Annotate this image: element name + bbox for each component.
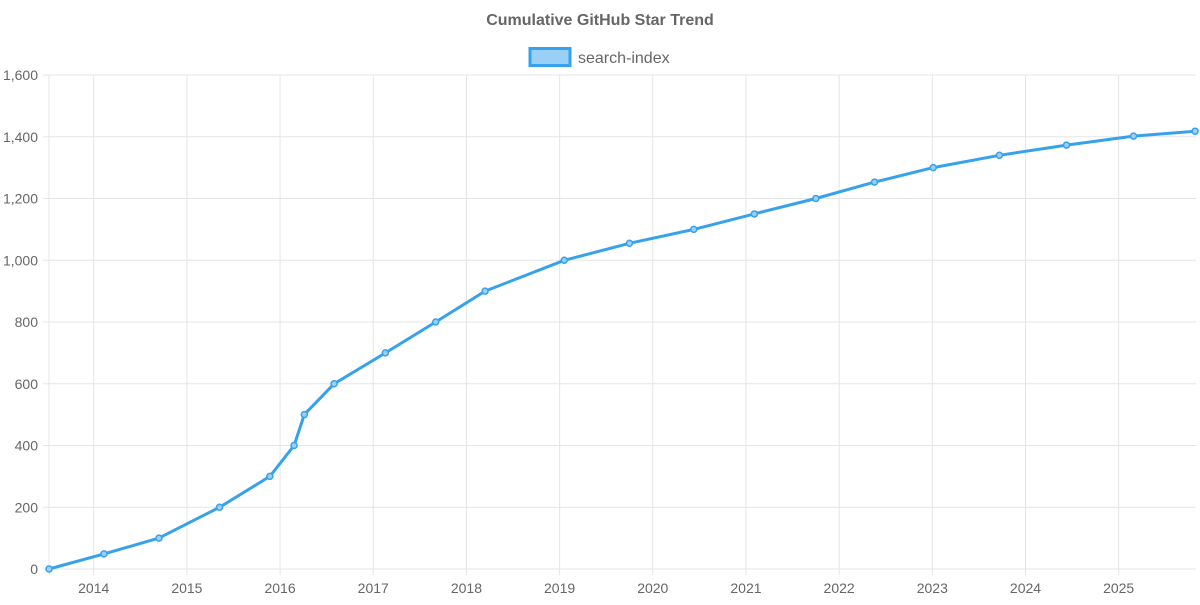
data-point <box>625 239 634 248</box>
data-point <box>995 151 1004 160</box>
data-point <box>300 410 309 419</box>
data-point <box>381 349 390 357</box>
x-tick-label: 2025 <box>1103 580 1134 596</box>
data-point <box>929 163 937 172</box>
x-tick-label: 2019 <box>544 580 575 596</box>
x-tick-label: 2016 <box>264 580 295 596</box>
data-point <box>1191 127 1199 135</box>
data-point <box>1062 141 1071 149</box>
data-point <box>1129 132 1138 140</box>
data-point <box>45 565 53 573</box>
series-line <box>48 129 1196 571</box>
x-tick-label: 2021 <box>730 580 761 596</box>
y-tick-label: 1,600 <box>3 67 38 83</box>
y-tick-label: 0 <box>30 561 38 577</box>
y-tick-label: 1,400 <box>3 129 38 145</box>
data-point <box>870 178 879 186</box>
y-tick-label: 400 <box>15 438 39 454</box>
data-point <box>100 550 108 558</box>
x-tick-label: 2024 <box>1010 580 1041 596</box>
legend[interactable]: search-index <box>528 47 670 68</box>
y-tick-label: 600 <box>15 376 39 392</box>
data-point <box>690 225 698 234</box>
data-point <box>155 534 163 542</box>
x-tick-label: 2020 <box>637 580 668 596</box>
grid <box>43 74 1196 575</box>
x-tick-label: 2017 <box>358 580 389 596</box>
y-tick-label: 800 <box>15 314 39 330</box>
x-tick-label: 2015 <box>171 580 202 596</box>
x-tick-label: 2014 <box>78 580 109 596</box>
data-point <box>560 256 569 264</box>
y-tick-label: 200 <box>15 499 39 515</box>
x-tick-label: 2022 <box>824 580 855 596</box>
data-point <box>290 441 298 450</box>
legend-swatch <box>528 47 572 67</box>
data-point <box>215 503 224 511</box>
data-point <box>266 472 274 481</box>
y-tick-label: 1,200 <box>3 191 38 207</box>
series <box>45 127 1199 573</box>
data-point <box>330 380 338 388</box>
data-point <box>431 318 440 326</box>
data-point <box>812 194 820 203</box>
data-point <box>481 287 489 295</box>
axes: 0 200 400 600 800 1,000 1,200 1,400 1,600 2014 201… <box>3 67 1134 596</box>
x-tick-label: 2023 <box>917 580 948 596</box>
x-tick-label: 2018 <box>451 580 482 596</box>
legend-label: search-index <box>578 50 670 67</box>
chart-title: Cumulative GitHub Star Trend <box>486 12 714 29</box>
y-tick-label: 1,000 <box>3 252 38 268</box>
data-point <box>750 210 759 218</box>
